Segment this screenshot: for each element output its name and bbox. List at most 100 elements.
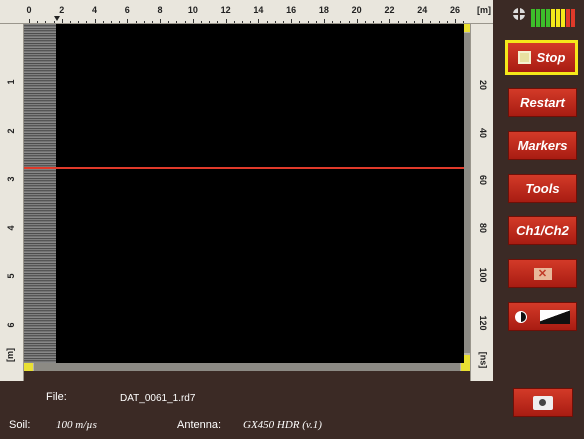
scroll-up-arrow[interactable]: [464, 24, 470, 32]
time-tick-label: 80: [478, 222, 488, 233]
markers-button[interactable]: Markers: [508, 131, 577, 160]
distance-tick: [37, 21, 39, 23]
distance-tick: [135, 21, 137, 23]
time-ruler: [ns] 20 40 60 80 100 120: [470, 24, 493, 381]
antenna-value: GX450 HDR (v.1): [243, 419, 322, 431]
screenshot-button[interactable]: [513, 388, 573, 417]
restart-button[interactable]: Restart: [508, 88, 577, 117]
distance-tick: [102, 21, 104, 23]
distance-tick: [168, 21, 170, 23]
depth-cursor-line[interactable]: [24, 167, 464, 169]
signal-level-meter: [531, 7, 579, 27]
distance-tick: [356, 19, 358, 23]
distance-tick: [242, 21, 243, 23]
distance-tick-label: 26: [449, 5, 461, 15]
signal-bar: [566, 7, 570, 27]
distance-tick: [110, 21, 112, 23]
signal-bar: [551, 7, 555, 27]
restart-label: Restart: [520, 95, 565, 110]
depth-tick-label: 2: [6, 128, 16, 134]
scroll-left-arrow[interactable]: [24, 363, 33, 371]
signal-bar: [546, 7, 550, 27]
distance-tick: [446, 21, 448, 23]
distance-tick-label: 6: [124, 5, 130, 15]
camera-icon: [533, 395, 553, 410]
tools-label: Tools: [525, 181, 560, 196]
horizontal-scrollbar[interactable]: [24, 363, 470, 371]
distance-tick-label: 20: [351, 5, 362, 15]
distance-tick: [225, 19, 227, 23]
stop-label: Stop: [536, 50, 566, 65]
distance-tick: [414, 21, 416, 23]
vertical-scroll-thumb[interactable]: [464, 33, 470, 353]
distance-tick-label: 0: [26, 5, 32, 15]
depth-tick-label: 3: [6, 176, 16, 182]
soil-label: Soil:: [9, 419, 31, 431]
signal-bar: [561, 7, 565, 27]
distance-tick: [307, 21, 309, 23]
contrast-icon: [515, 310, 527, 323]
distance-tick: [381, 21, 383, 23]
stop-icon: [517, 51, 531, 64]
distance-tick: [299, 21, 301, 23]
radargram-view[interactable]: [24, 24, 464, 363]
signal-bar: [531, 7, 535, 27]
channel-toggle-button[interactable]: Ch1/Ch2: [508, 216, 577, 245]
distance-tick-label: 22: [384, 5, 395, 15]
depth-tick-label: 6: [6, 322, 16, 328]
time-tick-label: 60: [478, 174, 488, 185]
distance-tick: [119, 21, 121, 23]
channel-label: Ch1/Ch2: [516, 223, 569, 238]
file-name: DAT_0061_1.rd7: [120, 393, 196, 404]
scan-data-strip: [24, 24, 56, 363]
distance-tick: [86, 21, 88, 23]
scroll-right-arrow[interactable]: [461, 363, 470, 371]
distance-ruler: 0 2 4 6 8 10 12 14 16 18 20 22 24 26 [m]: [0, 0, 493, 24]
distance-tick: [315, 21, 317, 23]
time-tick-label: 20: [478, 79, 488, 90]
distance-tick: [266, 21, 268, 23]
distance-tick: [53, 21, 55, 23]
time-tick-label: 120: [478, 314, 488, 331]
depth-ruler: [m] 1 2 3 4 5 6: [0, 24, 24, 381]
distance-tick: [397, 21, 399, 23]
gain-wedge-icon: [540, 309, 570, 324]
distance-tick-label: 16: [286, 5, 297, 15]
distance-tick: [274, 21, 276, 23]
distance-tick: [94, 19, 96, 23]
distance-tick: [78, 21, 80, 23]
distance-tick-label: 18: [318, 5, 329, 15]
distance-tick: [323, 19, 325, 23]
gps-status-icon: [513, 8, 525, 20]
contrast-button[interactable]: [508, 302, 577, 331]
distance-tick: [151, 21, 153, 23]
signal-bar: [536, 7, 540, 27]
distance-tick: [373, 21, 375, 23]
signal-bar: [556, 7, 560, 27]
markers-label: Markers: [517, 138, 568, 153]
distance-tick: [405, 21, 407, 23]
time-tick-label: 100: [478, 267, 488, 283]
soil-value: 100 m/µs: [56, 419, 97, 431]
distance-tick: [184, 21, 186, 23]
horizontal-scroll-thumb[interactable]: [34, 363, 460, 371]
vertical-scrollbar[interactable]: [464, 24, 470, 363]
distance-tick-label: 2: [59, 5, 65, 15]
distance-tick: [291, 19, 293, 23]
antenna-label: Antenna:: [177, 419, 222, 431]
pos-marker[interactable]: [54, 16, 60, 21]
tools-button[interactable]: Tools: [508, 174, 577, 203]
depth-tick-label: 4: [6, 225, 16, 231]
distance-tick: [430, 21, 432, 23]
clear-icon: ✕: [533, 267, 552, 280]
stop-button[interactable]: Stop: [505, 40, 578, 75]
distance-tick: [258, 19, 260, 23]
distance-tick-label: 4: [92, 5, 98, 15]
distance-tick: [143, 21, 145, 23]
distance-tick: [217, 21, 219, 23]
clear-button[interactable]: ✕: [508, 259, 577, 288]
file-label: File:: [46, 391, 67, 403]
distance-tick: [340, 21, 342, 23]
scan-data-texture: [24, 24, 56, 363]
scroll-down-arrow[interactable]: [464, 355, 470, 363]
